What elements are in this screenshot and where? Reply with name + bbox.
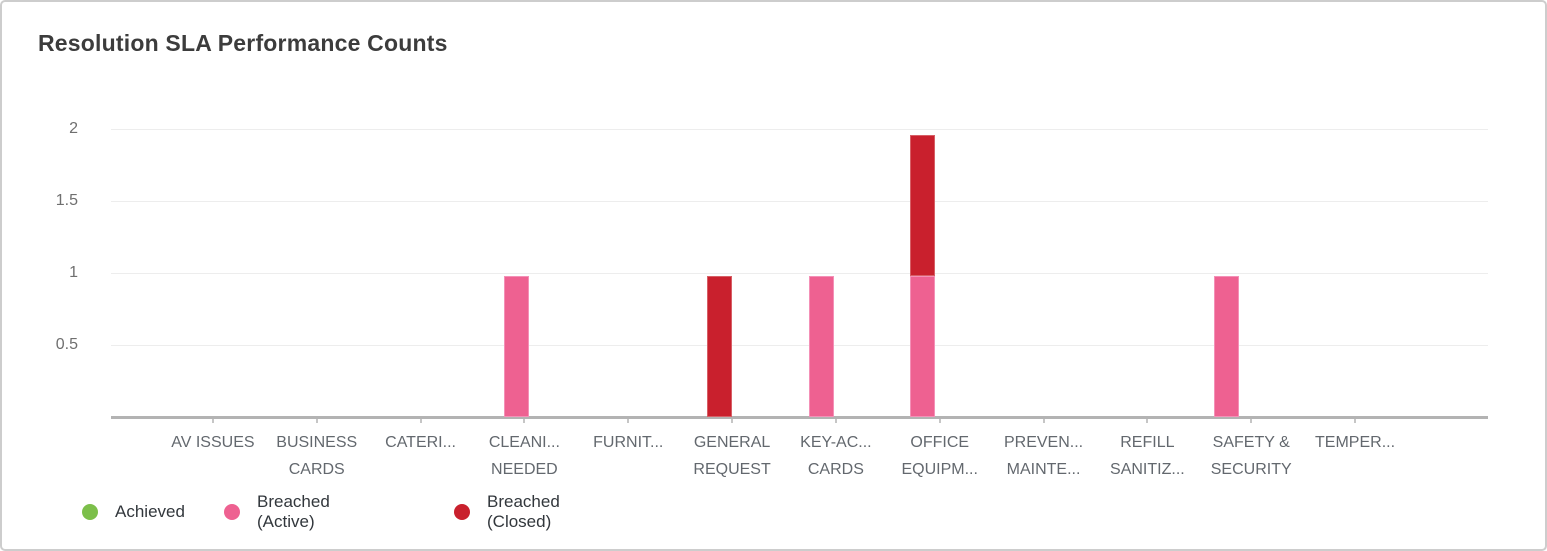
bar-segment-breached-active[interactable] bbox=[1214, 275, 1240, 417]
x-axis-tick bbox=[834, 419, 837, 423]
x-axis-category-label: PREVEN... MAINTE... bbox=[991, 429, 1097, 483]
y-axis-tick-label: 1 bbox=[69, 264, 78, 281]
x-axis-category-label-line: EQUIPM... bbox=[901, 461, 978, 478]
x-axis-tick bbox=[627, 419, 630, 423]
x-axis-tick bbox=[938, 419, 941, 423]
legend-item-label: Breached (Active) bbox=[257, 492, 330, 531]
bar-segment-breached-closed[interactable] bbox=[707, 275, 733, 417]
x-axis-category-label: KEY-AC... CARDS bbox=[783, 429, 889, 483]
x-axis-tick bbox=[211, 419, 214, 423]
gridline bbox=[111, 273, 1488, 274]
legend-series-dot-icon bbox=[82, 504, 98, 520]
x-axis-category-label-line: CATERI... bbox=[385, 434, 456, 451]
bar-segment-breached-active[interactable] bbox=[910, 275, 935, 417]
x-axis-category-label: OFFICE EQUIPM... bbox=[887, 429, 993, 483]
x-axis-category-label: AV ISSUES bbox=[160, 429, 266, 456]
x-axis-category-label-line: SAFETY & bbox=[1212, 434, 1290, 451]
x-axis-tick bbox=[315, 419, 318, 423]
x-axis-category-label: SAFETY & SECURITY bbox=[1198, 429, 1304, 483]
y-axis-tick-label: 1.5 bbox=[55, 192, 78, 209]
x-axis-category-label-line: AV ISSUES bbox=[171, 434, 255, 451]
y-axis-tick-label: 0.5 bbox=[55, 336, 78, 353]
x-axis-category-label: CLEANI... NEEDED bbox=[471, 429, 577, 483]
x-axis-category-label-line: BUSINESS bbox=[276, 434, 358, 451]
x-axis-tick bbox=[1146, 419, 1149, 423]
legend-item-breached-closed[interactable]: Breached (Closed) bbox=[454, 492, 560, 531]
x-axis-category-label: GENERAL REQUEST bbox=[679, 429, 785, 483]
x-axis-category-label: REFILL SANITIZ... bbox=[1094, 429, 1200, 483]
x-axis-category-label-line: SANITIZ... bbox=[1110, 461, 1185, 478]
y-axis-tick-label: 2 bbox=[69, 120, 78, 137]
x-axis-category-label-line: TEMPER... bbox=[1315, 434, 1396, 451]
gridline bbox=[111, 129, 1488, 130]
x-axis-category-label-line: KEY-AC... bbox=[800, 434, 872, 451]
bar-segment-breached-active[interactable] bbox=[504, 275, 530, 417]
x-axis-line bbox=[111, 416, 1488, 419]
x-axis-category-label: FURNIT... bbox=[575, 429, 681, 456]
x-axis-category-label-line: REQUEST bbox=[693, 461, 771, 478]
x-axis-category-label-line: CARDS bbox=[288, 461, 345, 478]
x-axis-category-label: TEMPER... bbox=[1302, 429, 1408, 456]
x-axis-tick bbox=[523, 419, 526, 423]
legend-item-breached-active[interactable]: Breached (Active) bbox=[224, 492, 330, 531]
x-axis-category-label: BUSINESS CARDS bbox=[264, 429, 370, 483]
legend-item-label: Achieved bbox=[115, 502, 185, 521]
x-axis-tick bbox=[419, 419, 422, 423]
x-axis-category-label-line: MAINTE... bbox=[1006, 461, 1081, 478]
x-axis-category-label-line: SECURITY bbox=[1210, 461, 1292, 478]
x-axis-category-label-line: REFILL bbox=[1120, 434, 1175, 451]
x-axis-category-label-line: OFFICE bbox=[910, 434, 970, 451]
bar-segment-breached-closed[interactable] bbox=[910, 134, 935, 276]
gridline bbox=[111, 345, 1488, 346]
x-axis-category-label-line: GENERAL bbox=[693, 434, 771, 451]
x-axis-category-label-line: CLEANI... bbox=[488, 434, 560, 451]
legend-series-dot-icon bbox=[224, 504, 240, 520]
x-axis-category-label-line: PREVEN... bbox=[1003, 434, 1084, 451]
legend-series-dot-icon bbox=[454, 504, 470, 520]
x-axis-tick bbox=[1042, 419, 1045, 423]
x-axis-tick bbox=[1354, 419, 1357, 423]
x-axis-category-label-line: NEEDED bbox=[491, 461, 558, 478]
x-axis-tick bbox=[1250, 419, 1253, 423]
x-axis-category-label-line: CARDS bbox=[807, 461, 864, 478]
legend-item-achieved[interactable]: Achieved bbox=[82, 499, 185, 525]
gridline bbox=[111, 201, 1488, 202]
chart-title: Resolution SLA Performance Counts bbox=[38, 30, 448, 56]
bar-segment-breached-active[interactable] bbox=[808, 275, 834, 417]
x-axis-category-label: CATERI... bbox=[368, 429, 474, 456]
x-axis-tick bbox=[731, 419, 734, 423]
x-axis-category-label-line: FURNIT... bbox=[593, 434, 664, 451]
legend-item-label: Breached (Closed) bbox=[487, 492, 560, 531]
